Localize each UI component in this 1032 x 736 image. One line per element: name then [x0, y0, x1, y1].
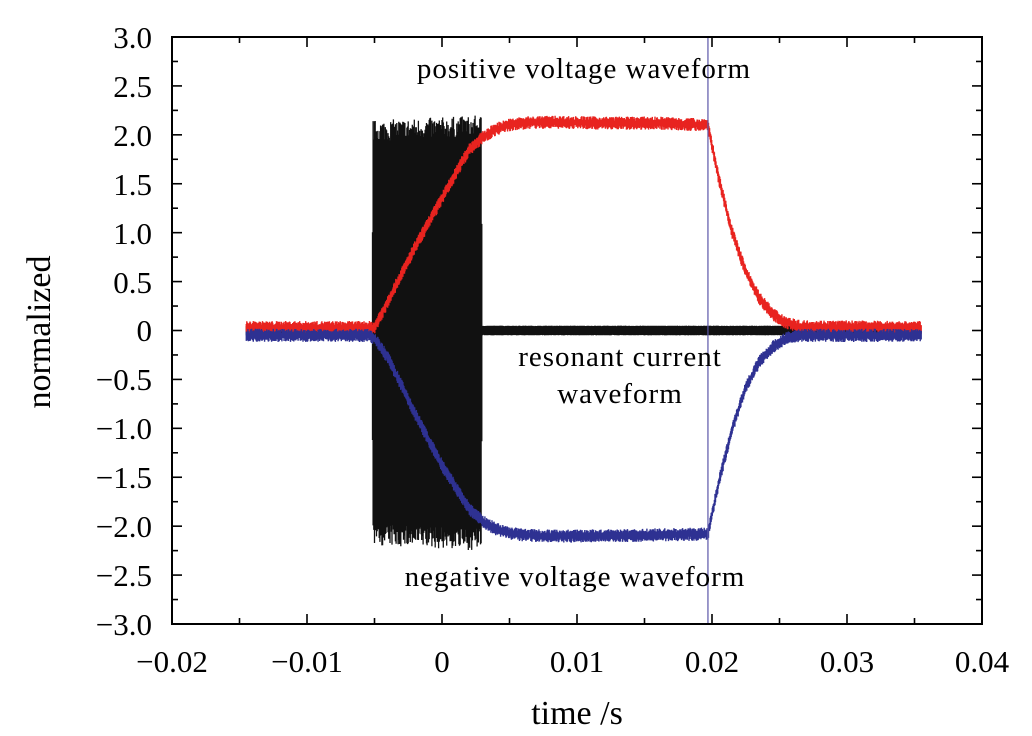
chart-marks — [245, 37, 922, 624]
y-tick-label: 2.0 — [113, 118, 152, 153]
axis-ticks — [171, 36, 983, 625]
y-tick-label: −0.5 — [96, 362, 152, 397]
x-tick-labels: −0.02 −0.01 0 0.01 0.02 0.03 0.04 — [136, 644, 1009, 679]
annotation-resonant-current: resonant current — [518, 341, 722, 373]
series-negative-voltage-line — [245, 328, 922, 543]
annotation-negative-voltage: negative voltage waveform — [405, 561, 746, 593]
y-tick-label: 0 — [137, 313, 153, 348]
x-tick-label: −0.02 — [136, 644, 208, 679]
y-tick-label: −2.0 — [96, 509, 152, 544]
y-tick-label: 0.5 — [113, 265, 152, 300]
series-positive-voltage-line — [245, 115, 922, 335]
y-tick-label: 1.5 — [113, 167, 152, 202]
series-positive-voltage — [245, 115, 922, 335]
annotation-positive-voltage: positive voltage waveform — [417, 53, 751, 85]
y-tick-label: −1.5 — [96, 460, 152, 495]
y-tick-label: 1.0 — [113, 216, 152, 251]
series-negative-voltage — [245, 328, 922, 543]
annotation-resonant-current-line2: waveform — [557, 378, 683, 410]
x-axis-title: time /s — [531, 695, 623, 732]
x-tick-label: 0 — [434, 644, 450, 679]
y-tick-label: −3.0 — [96, 607, 152, 642]
y-tick-label: 3.0 — [113, 20, 152, 55]
y-tick-label: −2.5 — [96, 558, 152, 593]
y-tick-label: −1.0 — [96, 411, 152, 446]
x-tick-label: 0.03 — [820, 644, 874, 679]
x-tick-label: 0.01 — [550, 644, 604, 679]
y-tick-labels: 3.0 2.5 2.0 1.5 1.0 0.5 0 −0.5 −1.0 −1.5… — [96, 20, 152, 642]
x-tick-label: 0.02 — [685, 644, 739, 679]
x-tick-label: −0.01 — [271, 644, 343, 679]
y-axis-title: normalized — [21, 256, 58, 409]
x-tick-label: 0.04 — [955, 644, 1010, 679]
y-tick-label: 2.5 — [113, 69, 152, 104]
